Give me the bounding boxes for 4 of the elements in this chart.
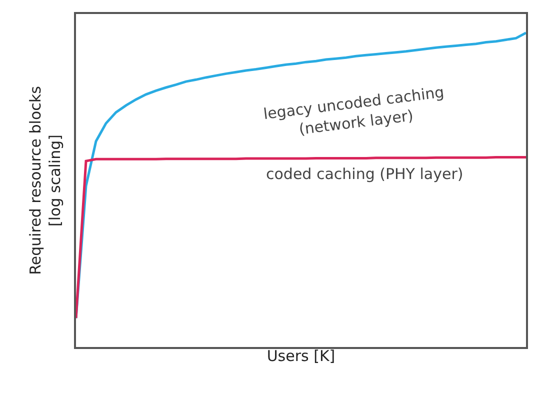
annotation: legacy uncoded caching (network layer)	[262, 83, 446, 138]
annotation: coded caching (PHY layer)	[266, 165, 464, 183]
y-axis-title: Required resource blocks [log scaling]	[26, 86, 64, 275]
x-axis-title: Users [K]	[266, 347, 336, 366]
